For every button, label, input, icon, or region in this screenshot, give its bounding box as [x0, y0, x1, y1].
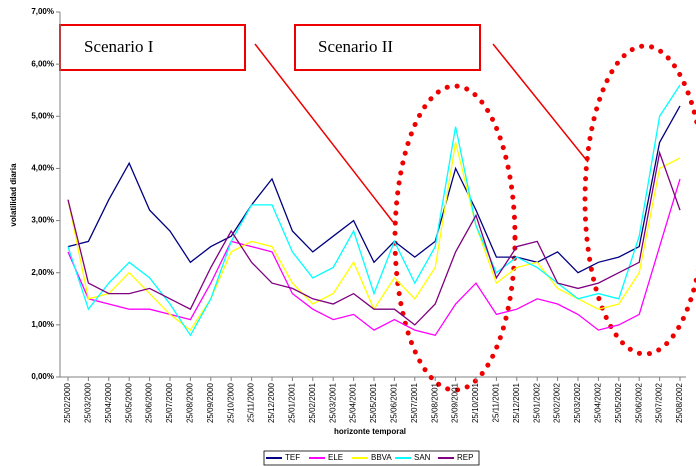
x-tick-label: 25/02/2001 [308, 382, 317, 423]
x-tick-label: 25/08/2001 [430, 382, 439, 423]
x-tick-label: 25/02/2002 [553, 382, 562, 423]
series-line [67, 105, 681, 274]
legend-label: ELE [328, 453, 343, 462]
x-tick-label: 25/07/2000 [165, 382, 174, 423]
x-axis-title: horizonte temporal [334, 427, 406, 436]
x-tick-label: 25/08/2002 [675, 382, 684, 423]
x-tick-label: 25/01/2001 [288, 382, 297, 423]
annotation-line [492, 43, 589, 163]
x-tick-label: 25/05/2000 [124, 382, 133, 423]
x-tick-label: 25/04/2001 [349, 382, 358, 423]
series-line [67, 178, 681, 337]
y-tick-label: 0,00% [31, 372, 54, 381]
x-tick-label: 25/06/2001 [390, 382, 399, 423]
x-tick-label: 25/03/2001 [328, 382, 337, 423]
legend-label: TEF [285, 453, 300, 462]
x-tick-label: 25/08/2000 [186, 382, 195, 423]
series-line [67, 142, 681, 332]
x-tick-label: 25/05/2001 [369, 382, 378, 423]
x-tick-label: 25/12/2000 [267, 382, 276, 423]
x-tick-label: 25/01/2002 [532, 382, 541, 423]
annotation-line [254, 43, 394, 223]
annotation-box [294, 24, 481, 71]
legend-label: SAN [414, 453, 431, 462]
x-tick-label: 25/06/2002 [634, 382, 643, 423]
x-tick-label: 25/03/2002 [573, 382, 582, 423]
y-tick-label: 2,00% [31, 268, 54, 277]
x-tick-label: 25/07/2002 [655, 382, 664, 423]
legend [263, 450, 480, 466]
annotation: Scenario II [318, 37, 393, 56]
x-tick-label: 25/11/2000 [247, 382, 256, 422]
x-tick-label: 25/03/2000 [84, 382, 93, 423]
x-tick-label: 25/11/2001 [492, 382, 501, 422]
y-axis-title: volatilidad diaria [9, 163, 18, 227]
annotation: Scenario I [84, 37, 154, 56]
y-tick-label: 6,00% [31, 59, 54, 68]
series-line [67, 150, 681, 326]
x-tick-label: 25/06/2000 [145, 382, 154, 423]
x-tick-label: 25/09/2000 [206, 382, 215, 423]
x-tick-label: 25/09/2001 [451, 382, 460, 423]
highlight-ellipse [392, 83, 518, 393]
x-tick-label: 25/12/2001 [512, 382, 521, 423]
x-tick-label: 25/10/2000 [226, 382, 235, 423]
y-tick-label: 7,00% [31, 7, 54, 16]
x-tick-label: 25/07/2001 [410, 382, 419, 423]
x-tick-label: 25/04/2002 [594, 382, 603, 423]
legend-label: REP [457, 453, 473, 462]
y-tick-label: 5,00% [31, 111, 54, 120]
x-tick-label: 25/05/2002 [614, 382, 623, 423]
series-line [67, 84, 681, 337]
x-tick-label: 25/02/2000 [63, 382, 72, 423]
x-tick-label: 25/10/2001 [471, 382, 480, 423]
y-tick-label: 4,00% [31, 164, 54, 173]
y-tick-label: 1,00% [31, 320, 54, 329]
legend-label: BBVA [371, 453, 392, 462]
y-tick-label: 3,00% [31, 216, 54, 225]
x-tick-label: 25/04/2000 [104, 382, 113, 423]
highlight-ellipse [582, 43, 696, 357]
